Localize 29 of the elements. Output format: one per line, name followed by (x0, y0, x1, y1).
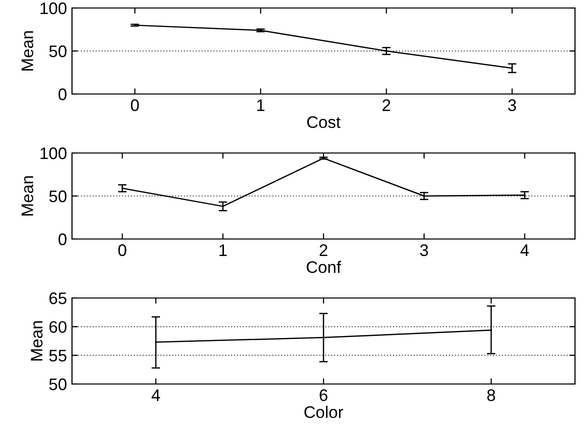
x-tick-label: 4 (152, 389, 160, 401)
x-tick-label: 0 (118, 244, 126, 256)
y-tick-label: 100 (40, 147, 66, 160)
x-tick-label: 2 (382, 99, 390, 111)
y-axis-title: Mean (30, 321, 43, 360)
x-tick-label: 1 (257, 99, 264, 111)
y-tick-label: 50 (49, 190, 66, 202)
y-tick-label: 60 (49, 321, 66, 333)
x-tick-label: 6 (320, 389, 328, 402)
x-tick-label: 4 (520, 244, 529, 256)
y-axis-title: Mean (22, 31, 34, 70)
y-tick-label: 55 (49, 350, 66, 362)
y-tick-label: 50 (49, 378, 66, 390)
line-series (122, 158, 526, 207)
x-axis-title: Color (304, 406, 344, 418)
x-tick-label: 1 (220, 244, 227, 256)
y-tick-label: 65 (49, 292, 66, 304)
x-tick-label: 0 (130, 99, 139, 112)
y-tick-label: 50 (49, 45, 66, 58)
x-tick-label: 2 (320, 244, 328, 256)
x-tick-label: 3 (508, 99, 516, 112)
x-tick-label: 3 (420, 244, 428, 256)
y-tick-label: 0 (58, 233, 66, 246)
y-tick-label: 0 (58, 88, 66, 100)
x-axis-title: Conf (306, 260, 342, 274)
x-tick-label: 8 (487, 389, 496, 402)
x-axis-title: Cost (307, 116, 341, 128)
y-tick-label: 100 (40, 2, 66, 14)
y-axis-title: Mean (22, 176, 34, 216)
